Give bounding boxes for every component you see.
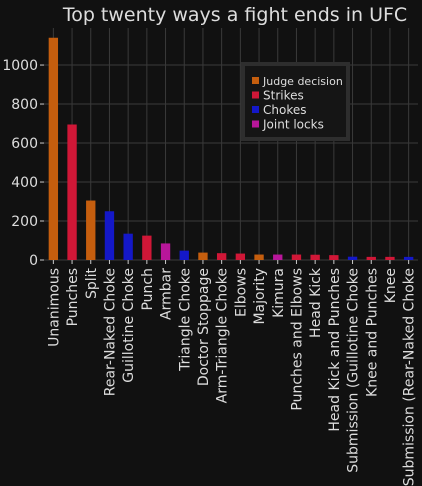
legend-label: Chokes <box>263 103 306 117</box>
plot-area: 0 200 400 600 800 1000 Unanimous Punches Split R… <box>2 28 418 486</box>
y-tick-label: 1000 <box>2 58 38 74</box>
bar-doctor-stoppage <box>198 252 208 260</box>
bars <box>48 37 414 261</box>
bar-triangle-choke <box>179 250 189 260</box>
bar-guillotine-choke <box>123 233 133 260</box>
x-tick-label: Rear-Naked Choke <box>102 268 118 396</box>
y-tick-label: 600 <box>11 136 38 152</box>
x-tick-label: Guillotine Choke <box>121 268 137 383</box>
x-tick-label: Head Kick <box>308 267 324 338</box>
legend-swatch <box>252 91 259 99</box>
bar-arm-triangle-choke <box>216 253 227 260</box>
x-tick-label: Knee and Punches <box>364 268 380 397</box>
bar-punch <box>142 235 152 260</box>
legend-label: Judge decision <box>262 75 343 88</box>
y-tick-label: 800 <box>11 97 38 113</box>
legend-box <box>241 62 350 141</box>
y-axis: 0 200 400 600 800 1000 <box>2 58 44 269</box>
x-tick-label: Punch <box>140 268 156 311</box>
x-tick-label: Punches and Elbows <box>289 268 305 411</box>
x-tick-label: Elbows <box>233 268 249 317</box>
bar-submission-rear-naked-choke <box>403 256 414 260</box>
bar-submission-guillotine-choke <box>347 256 358 260</box>
legend-label: Joint locks <box>262 118 324 132</box>
x-tick-label: Unanimous <box>46 268 62 347</box>
x-tick-label: Doctor Stoppage <box>196 268 212 386</box>
y-tick-label: 400 <box>11 175 38 191</box>
bar-rear-naked-choke <box>104 211 115 260</box>
x-tick-label: Triangle Choke <box>177 268 193 372</box>
chart-title: Top twenty ways a fight ends in UFC <box>62 4 407 26</box>
bar-unanimous <box>48 37 59 261</box>
legend-swatch <box>252 120 259 128</box>
x-tick-label: Knee <box>383 268 399 303</box>
x-tick-label: Armbar <box>159 268 175 320</box>
x-tick-label: Arm-Triangle Choke <box>215 268 231 403</box>
bar-punches-and-elbows <box>291 254 302 260</box>
x-tick-label: Majority <box>252 268 268 325</box>
x-tick-label: Kimura <box>271 268 287 318</box>
bar-punches <box>67 124 77 260</box>
legend-swatch <box>252 77 259 84</box>
bar-majority <box>254 254 264 260</box>
plot-frame <box>44 28 418 260</box>
y-tick-label: 200 <box>11 214 38 230</box>
bar-head-kick-and-punches <box>329 255 339 260</box>
bar-knee-and-punches <box>366 256 376 260</box>
x-tick-label: Head Kick and Punches <box>327 268 343 432</box>
bar-split <box>86 200 96 260</box>
legend-label: Strikes <box>263 89 304 103</box>
bar-elbows <box>235 253 246 260</box>
bar-head-kick <box>310 254 320 260</box>
bar-knee <box>385 256 395 260</box>
legend-swatch <box>252 106 259 113</box>
bar-kimura <box>273 254 283 260</box>
x-tick-label: Submission (Guillotine Choke <box>346 268 362 473</box>
y-tick-label: 0 <box>29 253 38 269</box>
x-tick-label: Submission (Rear-Naked Choke <box>402 268 418 486</box>
x-tick-label: Split <box>84 267 100 299</box>
bar-armbar <box>160 243 171 260</box>
x-tick-label: Punches <box>65 268 81 326</box>
x-axis: Unanimous Punches Split Rear-Naked Choke Gui… <box>46 260 418 486</box>
